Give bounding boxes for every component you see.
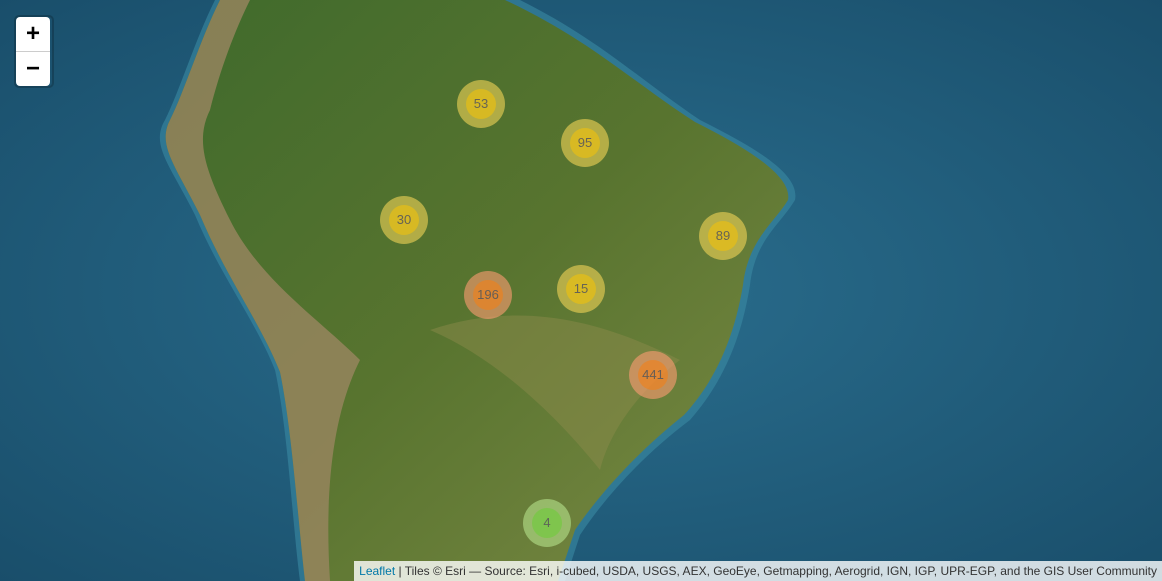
cluster-count: 53: [466, 89, 496, 119]
marker-cluster[interactable]: 89: [699, 212, 747, 260]
cluster-count: 196: [473, 280, 503, 310]
zoom-in-button[interactable]: +: [16, 17, 50, 52]
cluster-count: 4: [532, 508, 562, 538]
cluster-count: 89: [708, 221, 738, 251]
cluster-count: 441: [638, 360, 668, 390]
cluster-count: 30: [389, 205, 419, 235]
marker-cluster[interactable]: 196: [464, 271, 512, 319]
attribution-text: | Tiles © Esri — Source: Esri, i-cubed, …: [395, 564, 1157, 578]
zoom-control: + −: [14, 15, 54, 88]
leaflet-link[interactable]: Leaflet: [359, 564, 396, 578]
attribution: Leaflet | Tiles © Esri — Source: Esri, i…: [354, 561, 1162, 581]
marker-cluster[interactable]: 441: [629, 351, 677, 399]
marker-cluster[interactable]: 95: [561, 119, 609, 167]
marker-cluster[interactable]: 15: [557, 265, 605, 313]
marker-cluster[interactable]: 4: [523, 499, 571, 547]
zoom-out-button[interactable]: −: [16, 52, 50, 86]
marker-cluster[interactable]: 30: [380, 196, 428, 244]
cluster-count: 95: [570, 128, 600, 158]
marker-cluster[interactable]: 53: [457, 80, 505, 128]
cluster-count: 15: [566, 274, 596, 304]
